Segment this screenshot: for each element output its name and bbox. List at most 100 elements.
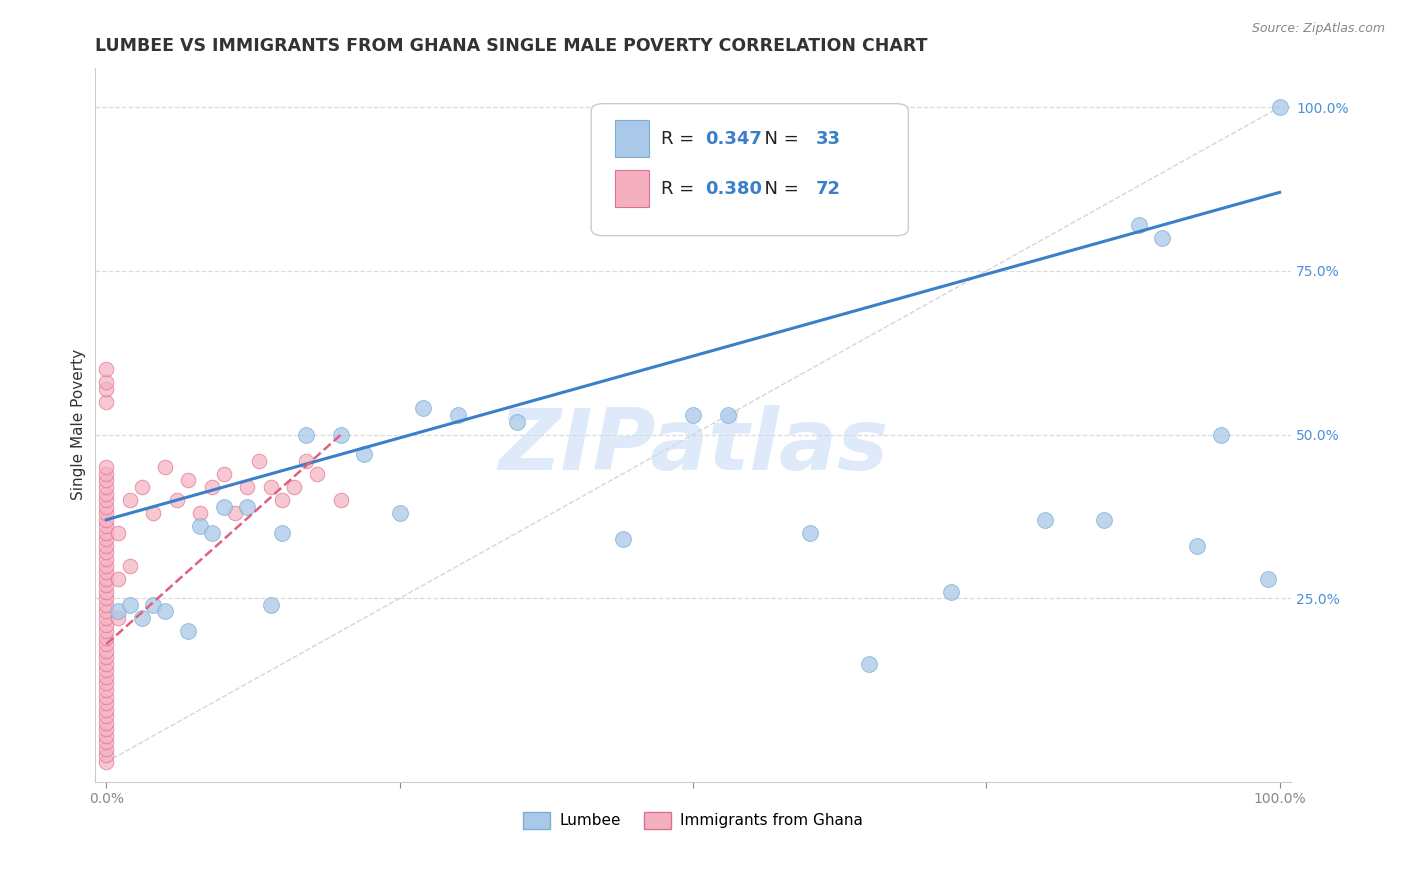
Point — [96, 683, 118, 698]
Point — [142, 598, 165, 612]
Point — [96, 703, 118, 717]
Point — [236, 480, 259, 494]
Point — [107, 611, 129, 625]
Point — [96, 690, 118, 704]
Point — [118, 558, 141, 573]
Point — [96, 565, 118, 579]
Point — [506, 415, 529, 429]
Point — [107, 604, 129, 618]
Text: R =: R = — [661, 179, 700, 198]
Point — [188, 506, 211, 520]
Text: R =: R = — [661, 129, 700, 147]
Point — [96, 506, 118, 520]
Point — [96, 696, 118, 710]
Point — [858, 657, 880, 671]
Point — [236, 500, 259, 514]
Point — [330, 427, 353, 442]
Point — [212, 500, 235, 514]
Point — [96, 578, 118, 592]
Point — [412, 401, 434, 416]
Text: N =: N = — [752, 179, 804, 198]
Text: 33: 33 — [817, 129, 841, 147]
Point — [259, 598, 281, 612]
Point — [96, 480, 118, 494]
Point — [96, 460, 118, 475]
Point — [212, 467, 235, 481]
Point — [717, 408, 740, 422]
Point — [96, 525, 118, 540]
Point — [96, 664, 118, 678]
Point — [107, 525, 129, 540]
Point — [153, 460, 176, 475]
Point — [96, 395, 118, 409]
Point — [682, 408, 704, 422]
Point — [271, 493, 294, 508]
Point — [118, 598, 141, 612]
Point — [96, 611, 118, 625]
Point — [96, 376, 118, 390]
Point — [96, 723, 118, 737]
Point — [96, 709, 118, 723]
Point — [96, 493, 118, 508]
Point — [201, 525, 224, 540]
Point — [96, 591, 118, 606]
Point — [96, 755, 118, 769]
Point — [96, 500, 118, 514]
Point — [96, 552, 118, 566]
Point — [96, 637, 118, 651]
Bar — [616, 170, 648, 207]
Text: ZIPatlas: ZIPatlas — [498, 405, 889, 488]
Point — [96, 545, 118, 559]
Point — [388, 506, 411, 520]
Legend: Lumbee, Immigrants from Ghana: Lumbee, Immigrants from Ghana — [516, 805, 869, 835]
Point — [259, 480, 281, 494]
Point — [330, 493, 353, 508]
Point — [283, 480, 305, 494]
Point — [1033, 513, 1056, 527]
Point — [96, 735, 118, 749]
Point — [1128, 218, 1150, 232]
Bar — [616, 120, 648, 157]
Point — [96, 467, 118, 481]
Point — [96, 729, 118, 743]
Point — [96, 748, 118, 763]
Point — [96, 584, 118, 599]
Point — [799, 525, 821, 540]
Point — [96, 715, 118, 730]
Point — [224, 506, 246, 520]
Point — [201, 480, 224, 494]
Point — [188, 519, 211, 533]
Point — [294, 427, 316, 442]
Point — [96, 650, 118, 665]
Point — [96, 631, 118, 645]
Point — [294, 454, 316, 468]
FancyBboxPatch shape — [592, 103, 908, 235]
Point — [1092, 513, 1115, 527]
Text: 0.347: 0.347 — [704, 129, 762, 147]
Point — [96, 382, 118, 396]
Point — [96, 742, 118, 756]
Point — [1209, 427, 1232, 442]
Point — [96, 676, 118, 690]
Point — [96, 486, 118, 500]
Point — [353, 447, 375, 461]
Point — [118, 493, 141, 508]
Point — [96, 643, 118, 657]
Point — [142, 506, 165, 520]
Point — [307, 467, 329, 481]
Point — [177, 474, 200, 488]
Point — [96, 617, 118, 632]
Text: 72: 72 — [817, 179, 841, 198]
Point — [131, 611, 153, 625]
Point — [1152, 231, 1174, 245]
Point — [96, 533, 118, 547]
Point — [939, 584, 962, 599]
Point — [96, 539, 118, 553]
Point — [612, 533, 634, 547]
Point — [166, 493, 188, 508]
Point — [96, 558, 118, 573]
Point — [96, 624, 118, 638]
Point — [447, 408, 470, 422]
Point — [96, 657, 118, 671]
Point — [96, 519, 118, 533]
